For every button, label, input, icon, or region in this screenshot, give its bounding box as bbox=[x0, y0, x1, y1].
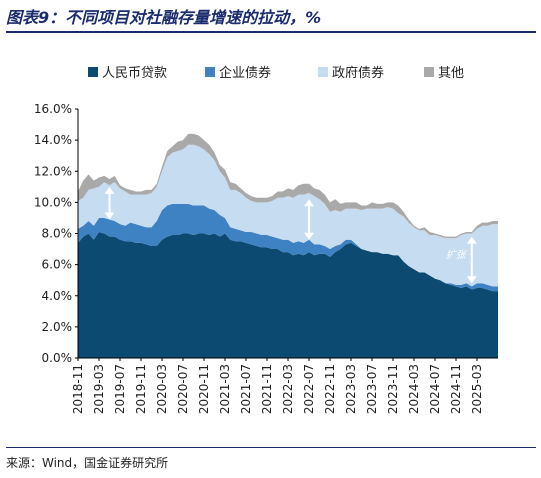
area-0 bbox=[78, 231, 498, 358]
double-arrow-1 bbox=[304, 199, 314, 240]
stacked-area-chart: 人民币贷款 企业债券 政府债券 其他 扩张 0.0% 2.0% 4.0% 6.0% 8.0% 1… bbox=[34, 65, 498, 414]
annotations: 扩张 bbox=[104, 186, 477, 284]
chart-legend: 人民币贷款 企业债券 政府债券 其他 bbox=[88, 65, 464, 81]
x-tick-label: 2018-11 bbox=[71, 364, 85, 414]
y-tick-label: 14.0% bbox=[34, 133, 72, 147]
arrow-head-bottom bbox=[466, 276, 477, 284]
axes: 0.0% 2.0% 4.0% 6.0% 8.0% 10.0% 12.0% 14.0% 16.0%… bbox=[34, 102, 498, 414]
figure-title: 图表9：不同项目对社融存量增速的拉动，% bbox=[6, 8, 322, 27]
legend-label-1: 企业债券 bbox=[219, 65, 271, 81]
x-tick-label: 2024-03 bbox=[407, 364, 421, 414]
area-layers bbox=[78, 133, 498, 358]
x-tick-label: 2020-11 bbox=[197, 364, 211, 414]
y-tick-label: 2.0% bbox=[42, 320, 73, 334]
legend-swatch-0 bbox=[88, 67, 98, 77]
x-tick-label: 2020-03 bbox=[155, 364, 169, 414]
y-tick-label: 0.0% bbox=[42, 351, 73, 365]
y-tick-label: 6.0% bbox=[42, 258, 73, 272]
x-tick-label: 2022-03 bbox=[281, 364, 295, 414]
legend-label-2: 政府债券 bbox=[332, 65, 384, 81]
title-rule bbox=[6, 31, 536, 33]
double-arrow-0 bbox=[104, 186, 115, 220]
x-tick-label: 2020-07 bbox=[176, 364, 190, 414]
legend-label-0: 人民币贷款 bbox=[102, 66, 167, 81]
legend-swatch-1 bbox=[205, 67, 215, 77]
area-2 bbox=[78, 144, 498, 287]
x-tick-label: 2025-03 bbox=[470, 364, 484, 414]
arrow-head-top bbox=[104, 186, 115, 194]
x-tick-label: 2023-07 bbox=[365, 364, 379, 414]
source-note: 来源：Wind，国金证券研究所 bbox=[6, 456, 169, 470]
legend-swatch-2 bbox=[318, 67, 328, 77]
y-tick-label: 8.0% bbox=[42, 227, 73, 241]
source-rule bbox=[6, 447, 536, 448]
x-tick-label: 2024-11 bbox=[449, 364, 463, 414]
x-tick-label: 2019-11 bbox=[134, 364, 148, 414]
x-tick-label: 2023-03 bbox=[344, 364, 358, 414]
x-tick-label: 2023-11 bbox=[386, 364, 400, 414]
x-tick-label: 2021-11 bbox=[260, 364, 274, 414]
y-tick-label: 10.0% bbox=[34, 195, 72, 209]
x-tick-label: 2022-11 bbox=[323, 364, 337, 414]
arrow-head-bottom bbox=[304, 232, 314, 240]
x-tick-label: 2024-07 bbox=[428, 364, 442, 414]
x-tick-label: 2022-07 bbox=[302, 364, 316, 414]
x-tick-label: 2021-07 bbox=[239, 364, 253, 414]
y-tick-label: 16.0% bbox=[34, 102, 72, 116]
x-tick-label: 2019-07 bbox=[113, 364, 127, 414]
legend-swatch-3 bbox=[424, 67, 434, 77]
x-tick-label: 2019-03 bbox=[92, 364, 106, 414]
x-tick-label: 2021-03 bbox=[218, 364, 232, 414]
legend-label-3: 其他 bbox=[438, 66, 464, 81]
y-tick-label: 4.0% bbox=[42, 289, 73, 303]
arrow-head-top bbox=[304, 199, 314, 207]
arrow-head-top bbox=[466, 236, 477, 244]
y-tick-label: 12.0% bbox=[34, 164, 72, 178]
annotation-label: 扩张 bbox=[446, 249, 468, 261]
arrow-head-bottom bbox=[104, 212, 115, 220]
area-1 bbox=[78, 203, 498, 292]
double-arrow-2: 扩张 bbox=[446, 236, 477, 284]
